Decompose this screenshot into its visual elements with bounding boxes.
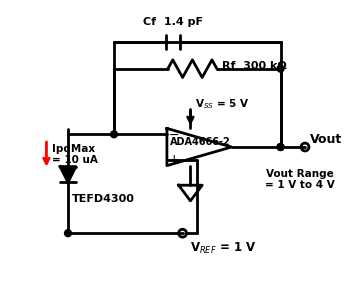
Text: ADA4666-2: ADA4666-2 bbox=[170, 137, 231, 147]
Text: $+$: $+$ bbox=[168, 153, 180, 166]
Polygon shape bbox=[60, 167, 76, 182]
Circle shape bbox=[277, 144, 284, 150]
Text: $-$: $-$ bbox=[168, 128, 179, 141]
Text: Vout Range
= 1 V to 4 V: Vout Range = 1 V to 4 V bbox=[265, 168, 335, 190]
Text: TEFD4300: TEFD4300 bbox=[72, 194, 135, 204]
Circle shape bbox=[64, 230, 71, 237]
Circle shape bbox=[277, 65, 284, 72]
Text: V$_{SS}$ = 5 V: V$_{SS}$ = 5 V bbox=[195, 97, 250, 111]
Text: Cf  1.4 pF: Cf 1.4 pF bbox=[143, 17, 203, 27]
Text: IpdMax
= 10 uA: IpdMax = 10 uA bbox=[52, 144, 98, 165]
Text: Rf  300 kΩ: Rf 300 kΩ bbox=[222, 61, 287, 71]
Text: Vout: Vout bbox=[310, 133, 342, 146]
Circle shape bbox=[277, 144, 284, 150]
Circle shape bbox=[111, 131, 118, 138]
Text: V$_{REF}$ = 1 V: V$_{REF}$ = 1 V bbox=[190, 241, 257, 256]
